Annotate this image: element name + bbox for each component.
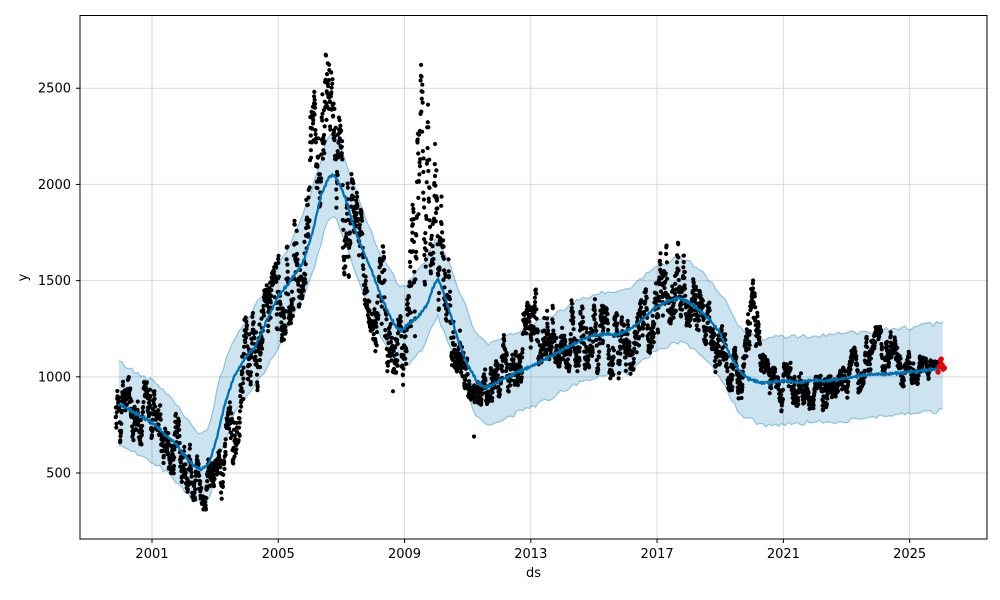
y-axis-label: y <box>16 273 31 281</box>
yhat-line <box>117 173 946 472</box>
x-tick-label: 2005 <box>262 547 295 562</box>
x-axis-label: ds <box>526 566 541 581</box>
x-tick-label: 2001 <box>135 547 168 562</box>
actuals-points <box>113 52 941 512</box>
recent-actuals-scatter <box>935 356 948 375</box>
axes: 2001 2005 2009 2013 2017 2021 2025 500 1000 1500 2… <box>38 15 988 562</box>
recent-point <box>935 369 941 375</box>
x-tick-label: 2009 <box>388 547 421 562</box>
y-tick-label: 500 <box>46 467 71 482</box>
y-tick-label: 1000 <box>38 370 71 385</box>
recent-point <box>941 365 948 371</box>
y-tick-label: 2500 <box>38 82 71 97</box>
uncertainty-band-fill <box>118 134 943 504</box>
plot-border <box>79 15 988 540</box>
y-tick-label: 2000 <box>38 178 71 193</box>
x-tick-label: 2025 <box>893 547 926 562</box>
x-tick-label: 2013 <box>514 547 547 562</box>
x-tick-label: 2021 <box>767 547 800 562</box>
recent-point <box>938 356 944 362</box>
actuals-scatter <box>113 52 941 512</box>
y-tick-label: 1500 <box>38 274 71 289</box>
trend-line <box>117 173 946 472</box>
x-tick-label: 2017 <box>641 547 674 562</box>
grid <box>80 15 987 539</box>
